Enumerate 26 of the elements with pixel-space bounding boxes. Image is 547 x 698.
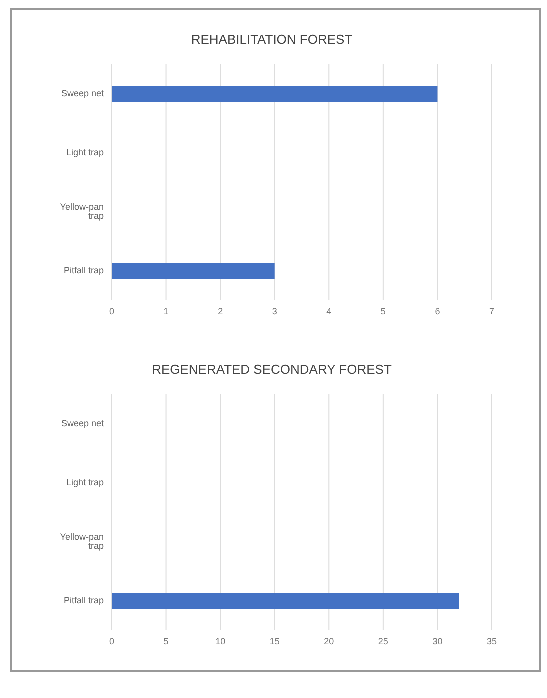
x-tick-label: 3 — [272, 306, 278, 316]
y-tick-label: Pitfall trap — [64, 266, 104, 276]
x-tick-label: 6 — [435, 306, 440, 316]
x-tick-label: 7 — [489, 306, 495, 316]
x-tick-label: 20 — [324, 636, 334, 646]
y-tick-label: Yellow-pan trap — [60, 202, 104, 222]
y-tick-label: Pitfall trap — [64, 596, 104, 606]
x-tick-label: 35 — [486, 636, 498, 646]
x-tick-label: 4 — [326, 306, 332, 316]
x-tick-label: 5 — [164, 636, 169, 646]
x-tick-label: 30 — [432, 636, 443, 646]
y-tick-label: Sweep net — [61, 88, 104, 99]
chart-title: REGENERATED SECONDARY FOREST — [151, 361, 393, 379]
x-tick-label: 2 — [218, 306, 224, 316]
x-tick-label: 10 — [216, 636, 226, 646]
x-tick-label: 15 — [270, 636, 280, 646]
x-tick-label: 0 — [109, 636, 115, 646]
x-tick-label: 0 — [109, 306, 115, 316]
x-tick-label: 5 — [380, 306, 386, 316]
y-tick-label: Light trap — [66, 478, 104, 488]
x-tick-label: 25 — [378, 636, 388, 646]
y-tick-label: Yellow-pan trap — [60, 532, 104, 552]
y-tick-label: Sweep net — [61, 418, 104, 429]
x-tick-label: 1 — [164, 306, 169, 316]
chart-title: REHABILITATION FOREST — [190, 31, 354, 49]
y-tick-label: Light trap — [66, 148, 104, 158]
